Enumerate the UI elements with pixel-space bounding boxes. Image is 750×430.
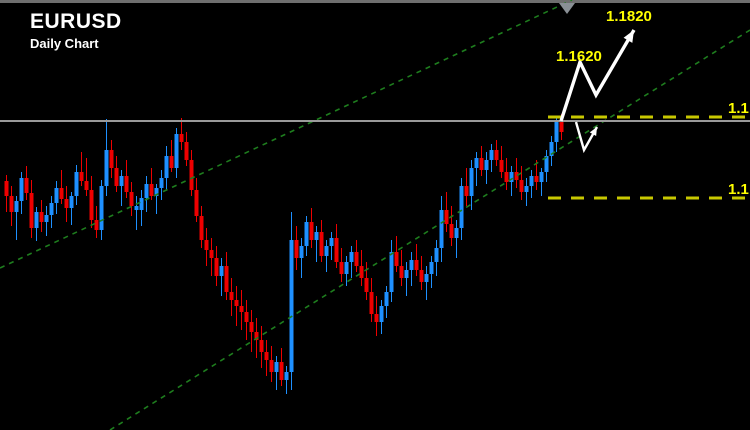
candlestick-series xyxy=(4,114,564,394)
chart-top-border xyxy=(0,0,750,3)
target-price-label: 1.1820 xyxy=(606,8,652,25)
chart-title-block: EURUSD Daily Chart xyxy=(30,10,122,52)
top-chevron-marker xyxy=(559,3,575,14)
price-projection-arrows xyxy=(559,29,636,154)
symbol-label: EURUSD xyxy=(30,10,122,33)
edge-price-lower-label: 1.1 xyxy=(728,181,749,198)
price-level-lines xyxy=(548,115,750,200)
pullback-price-label: 1.1620 xyxy=(556,48,602,65)
edge-price-upper-label: 1.1 xyxy=(728,100,749,117)
timeframe-label: Daily Chart xyxy=(30,36,99,51)
